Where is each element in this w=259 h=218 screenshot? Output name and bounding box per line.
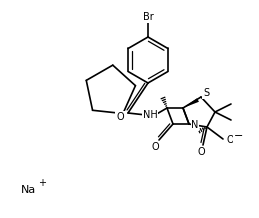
Text: O: O — [116, 112, 124, 122]
Text: Na: Na — [20, 185, 36, 195]
Text: O: O — [226, 135, 234, 145]
Text: −: − — [234, 131, 244, 141]
Polygon shape — [183, 98, 199, 108]
Text: O: O — [197, 147, 205, 157]
Text: O: O — [151, 142, 159, 152]
Text: Br: Br — [143, 12, 153, 22]
Text: S: S — [203, 88, 209, 98]
Text: +: + — [38, 178, 46, 188]
Text: NH: NH — [143, 110, 157, 120]
Text: N: N — [191, 120, 199, 130]
